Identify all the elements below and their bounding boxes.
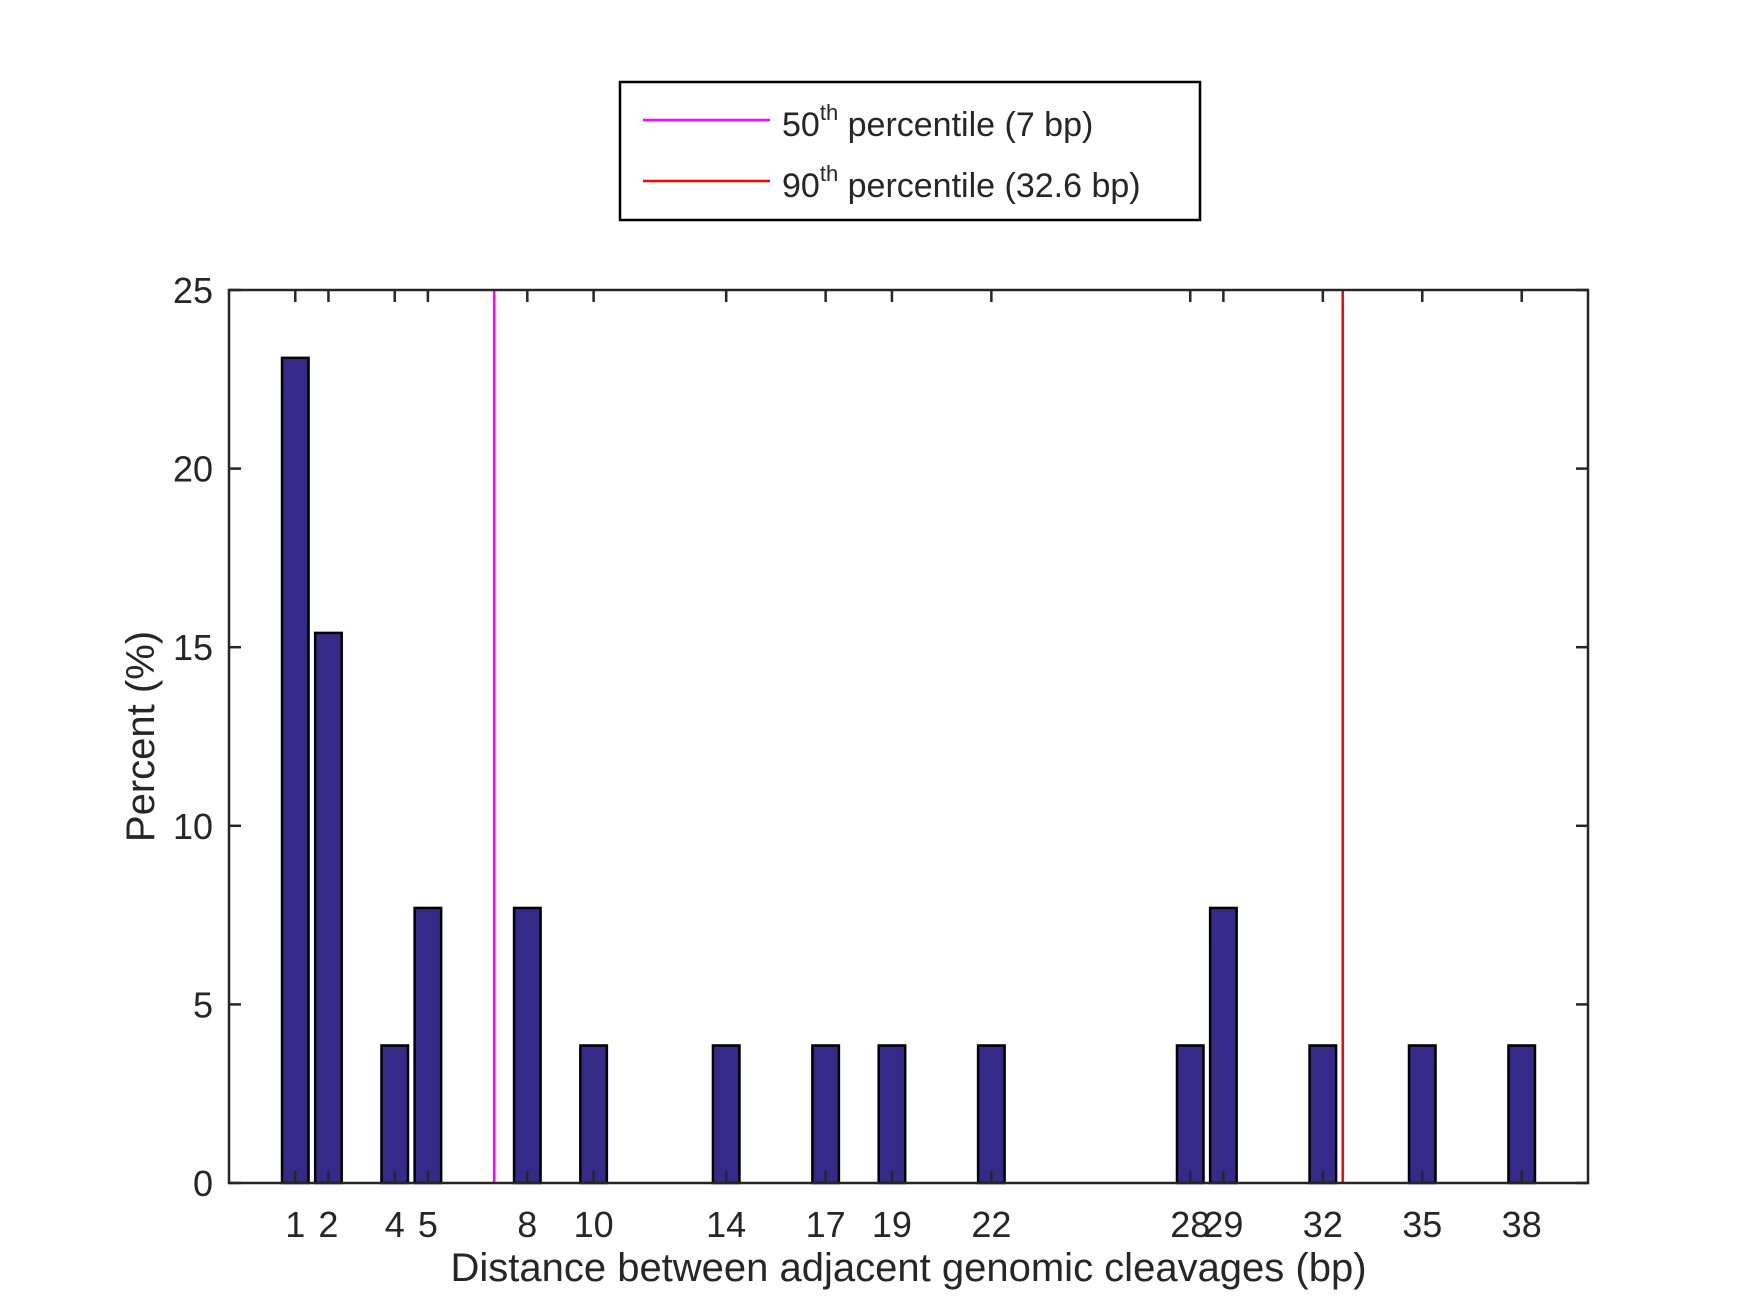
bar-22 <box>976 1044 1006 1185</box>
axes-box <box>227 288 1590 1185</box>
bar-29 <box>1208 906 1238 1185</box>
bar-14 <box>711 1044 741 1185</box>
x-tick-label-8: 8 <box>517 1204 537 1245</box>
x-tick-label-5: 5 <box>418 1204 438 1245</box>
bar-28 <box>1175 1044 1205 1185</box>
legend-label-0: 50th percentile (7 bp) <box>782 100 1093 144</box>
x-tick-label-35: 35 <box>1402 1204 1442 1245</box>
ticks-group <box>229 288 1588 1185</box>
x-tick-label-32: 32 <box>1303 1204 1343 1245</box>
reference-lines-group <box>492 290 1344 1183</box>
x-axis-label: Distance between adjacent genomic cleava… <box>450 1246 1366 1290</box>
y-tick-label-0: 0 <box>193 1163 213 1204</box>
x-tick-label-10: 10 <box>574 1204 614 1245</box>
x-tick-label-14: 14 <box>706 1204 746 1245</box>
bar-8 <box>512 906 542 1185</box>
x-tick-label-28: 28 <box>1170 1204 1210 1245</box>
bar-32 <box>1308 1044 1338 1185</box>
bar-38 <box>1507 1044 1537 1185</box>
bar-10 <box>579 1044 609 1185</box>
bar-5 <box>413 906 443 1185</box>
bars-group <box>280 356 1537 1185</box>
legend-label-1: 90th percentile (32.6 bp) <box>782 161 1141 205</box>
x-tick-label-4: 4 <box>385 1204 405 1245</box>
x-tick-label-1: 1 <box>285 1204 305 1245</box>
x-tick-label-2: 2 <box>318 1204 338 1245</box>
x-tick-label-19: 19 <box>872 1204 912 1245</box>
bar-1 <box>280 356 310 1185</box>
bar-17 <box>811 1044 841 1185</box>
y-tick-label-25: 25 <box>173 270 213 311</box>
bar-19 <box>877 1044 907 1185</box>
y-tick-label-10: 10 <box>173 806 213 847</box>
x-tick-label-29: 29 <box>1203 1204 1243 1245</box>
x-tick-label-38: 38 <box>1502 1204 1542 1245</box>
bar-35 <box>1407 1044 1437 1185</box>
y-tick-label-15: 15 <box>173 627 213 668</box>
legend: 50th percentile (7 bp) 90th percentile (3… <box>618 80 1202 222</box>
y-tick-label-20: 20 <box>173 449 213 490</box>
y-tick-label-5: 5 <box>193 984 213 1025</box>
bar-2 <box>313 631 343 1185</box>
y-axis-label: Percent (%) <box>119 631 163 842</box>
bar-4 <box>380 1044 410 1185</box>
x-tick-label-17: 17 <box>806 1204 846 1245</box>
legend-box <box>618 80 1202 222</box>
x-tick-label-22: 22 <box>971 1204 1011 1245</box>
